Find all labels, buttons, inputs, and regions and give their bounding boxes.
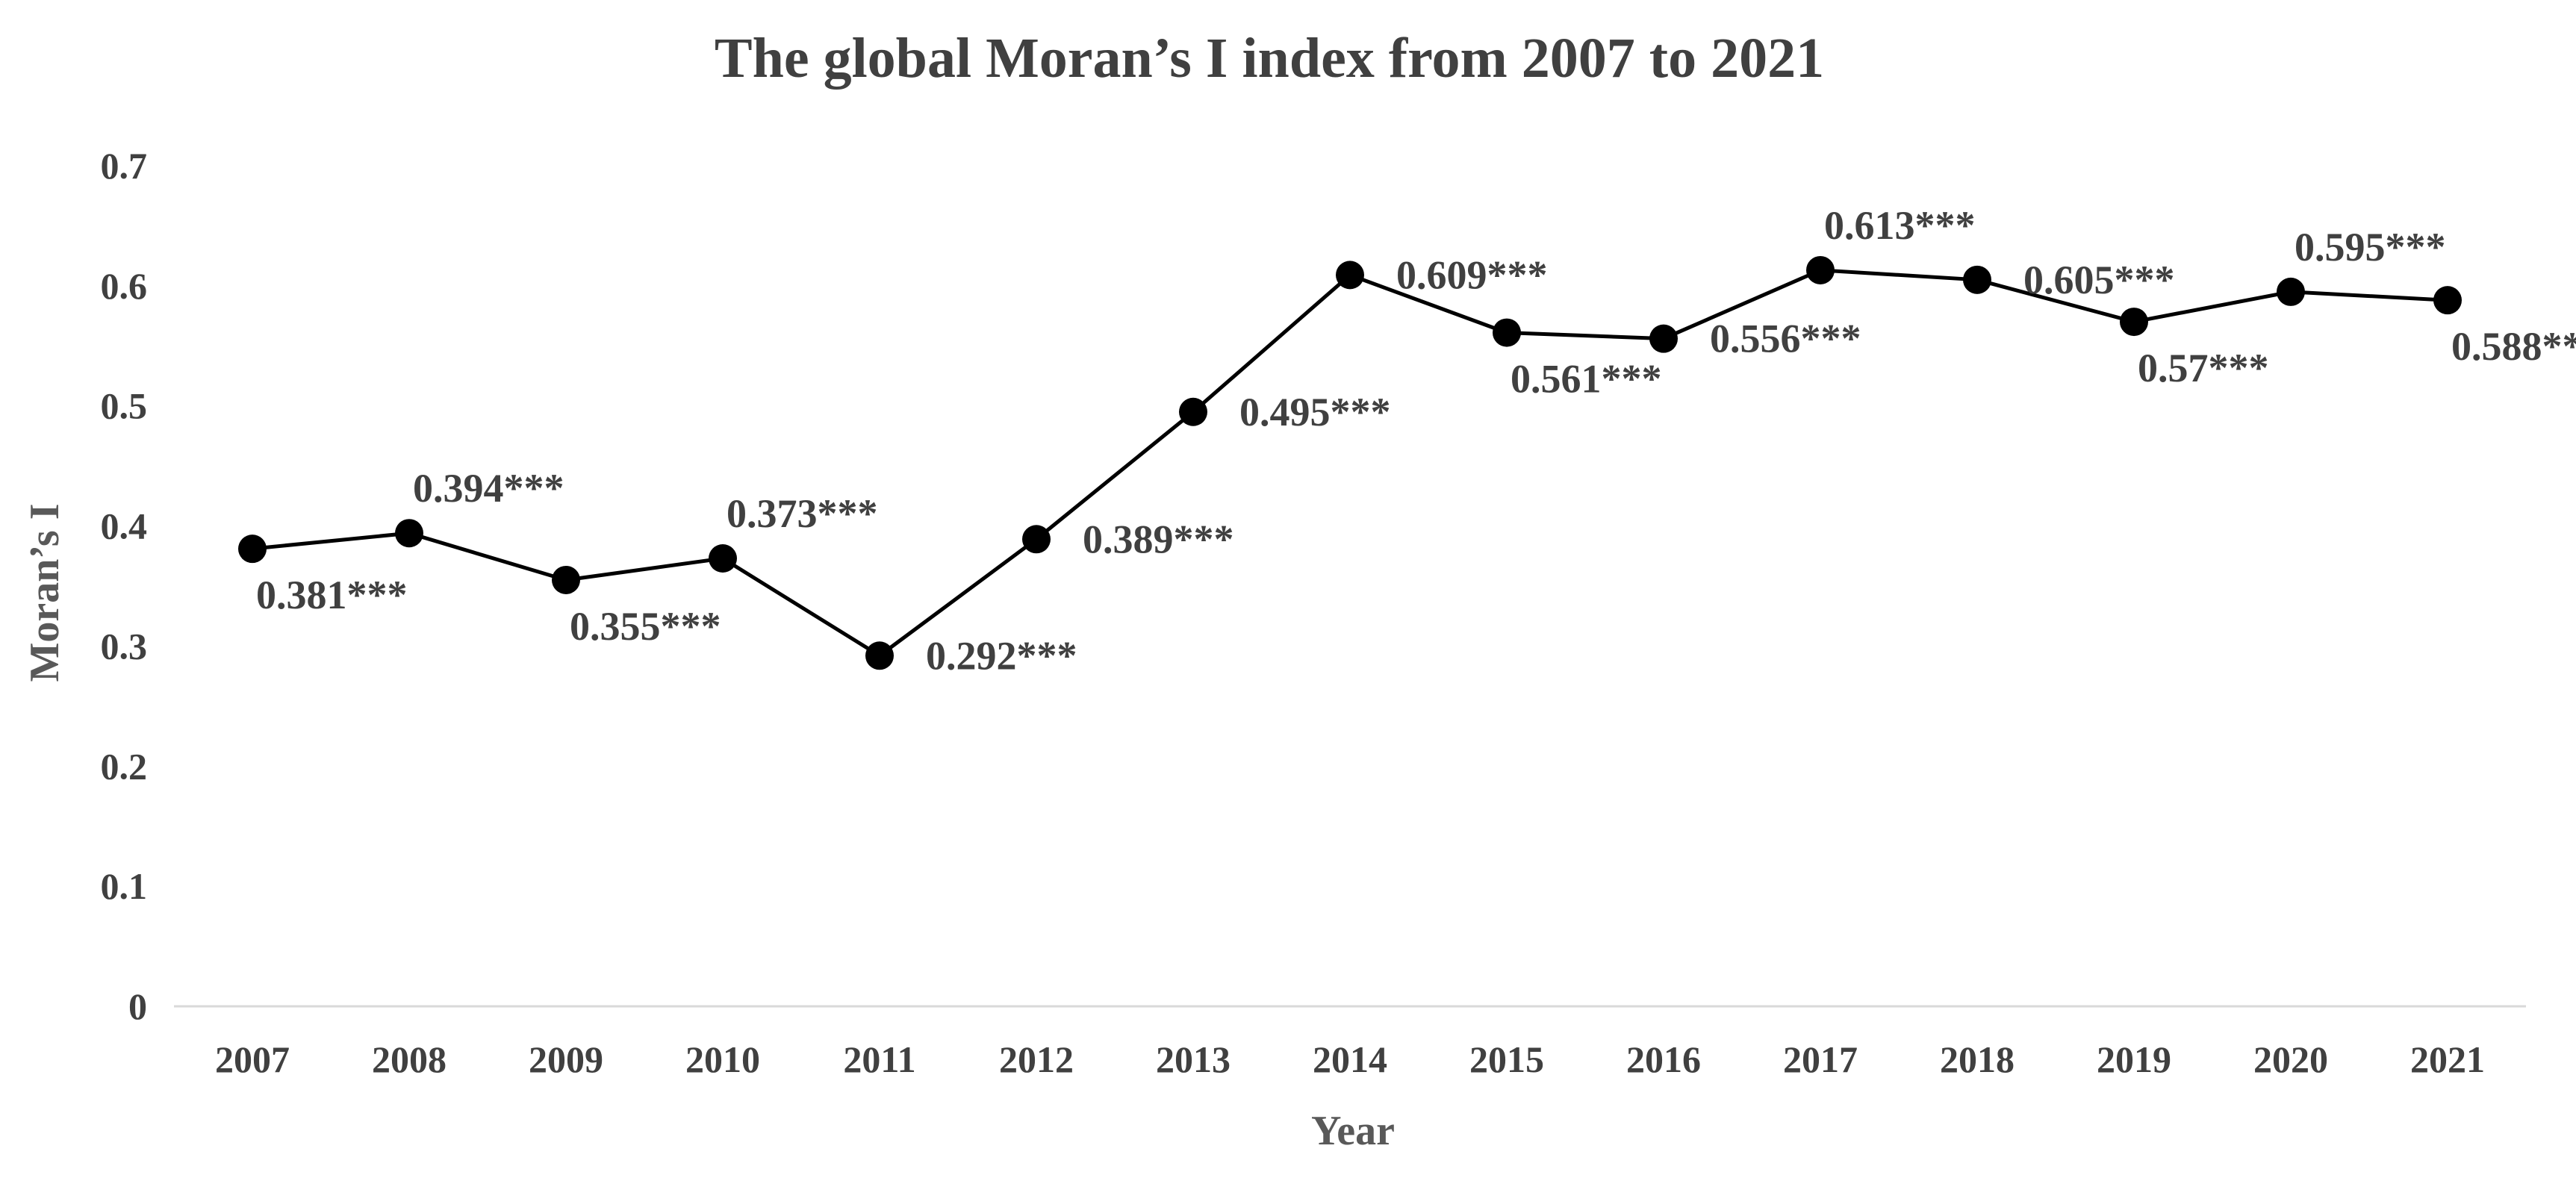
data-label: 0.605***: [2023, 258, 2175, 302]
data-point: [709, 544, 737, 573]
x-axis-label: Year: [1311, 1108, 1395, 1154]
y-tick-label: 0.5: [101, 385, 148, 427]
data-point: [552, 565, 580, 594]
data-label: 0.561***: [1511, 357, 1662, 402]
data-point: [1336, 261, 1364, 290]
x-tick-label: 2010: [685, 1038, 760, 1080]
x-tick-label: 2008: [372, 1038, 447, 1080]
data-label: 0.373***: [727, 491, 878, 536]
y-tick-label: 0.1: [101, 865, 148, 907]
data-point: [1493, 318, 1521, 347]
x-tick-label: 2019: [2097, 1038, 2171, 1080]
x-tick-label: 2009: [529, 1038, 603, 1080]
y-tick-label: 0.7: [101, 145, 148, 187]
y-tick-label: 0.6: [101, 265, 148, 307]
data-label: 0.595***: [2295, 225, 2446, 269]
data-point: [1022, 525, 1051, 554]
x-tick-label: 2013: [1156, 1038, 1231, 1080]
data-label: 0.57***: [2138, 346, 2269, 390]
data-point: [2433, 286, 2462, 315]
x-tick-label: 2016: [1626, 1038, 1701, 1080]
data-point: [2277, 277, 2305, 306]
data-label: 0.495***: [1239, 390, 1391, 434]
data-point: [1963, 265, 1991, 294]
data-label: 0.609***: [1396, 252, 1548, 297]
y-tick-label: 0.3: [101, 625, 148, 667]
x-tick-label: 2011: [843, 1038, 915, 1080]
data-point: [865, 641, 894, 670]
x-tick-label: 2007: [215, 1038, 290, 1080]
data-point: [2120, 308, 2148, 337]
x-tick-label: 2014: [1313, 1038, 1387, 1080]
data-point: [395, 519, 423, 548]
data-point: [1179, 397, 1207, 426]
x-tick-label: 2020: [2253, 1038, 2328, 1080]
data-label: 0.355***: [570, 604, 721, 649]
chart-title: The global Moran’s I index from 2007 to …: [715, 27, 1824, 90]
data-point: [238, 535, 267, 564]
data-point: [1649, 324, 1678, 353]
x-tick-label: 2021: [2410, 1038, 2485, 1080]
x-tick-label: 2012: [999, 1038, 1074, 1080]
data-point: [1806, 255, 1835, 284]
data-label: 0.394***: [413, 466, 564, 511]
data-label: 0.588***: [2451, 324, 2576, 369]
data-labels: 0.381*** 0.394*** 0.355*** 0.373*** 0.292***…: [256, 203, 2576, 678]
data-label: 0.292***: [926, 633, 1077, 678]
y-tick-label: 0: [128, 985, 147, 1027]
data-label: 0.613***: [1824, 203, 1976, 248]
data-markers: [238, 255, 2462, 670]
data-label: 0.556***: [1710, 317, 1861, 361]
x-tick-label: 2017: [1783, 1038, 1858, 1080]
data-label: 0.381***: [256, 573, 408, 617]
y-axis-label: Moran’s I: [22, 503, 68, 682]
data-label: 0.389***: [1083, 517, 1234, 561]
x-axis-ticks: 2007 2008 2009 2010 2011 2012 2013 2014 2015 2016…: [215, 1038, 2485, 1080]
y-axis-ticks: 0 0.1 0.2 0.3 0.4 0.5 0.6 0.7: [101, 145, 148, 1027]
y-tick-label: 0.2: [101, 745, 148, 787]
series-line: [252, 268, 2448, 658]
x-tick-label: 2015: [1469, 1038, 1544, 1080]
y-tick-label: 0.4: [101, 505, 148, 547]
x-tick-label: 2018: [1940, 1038, 2015, 1080]
